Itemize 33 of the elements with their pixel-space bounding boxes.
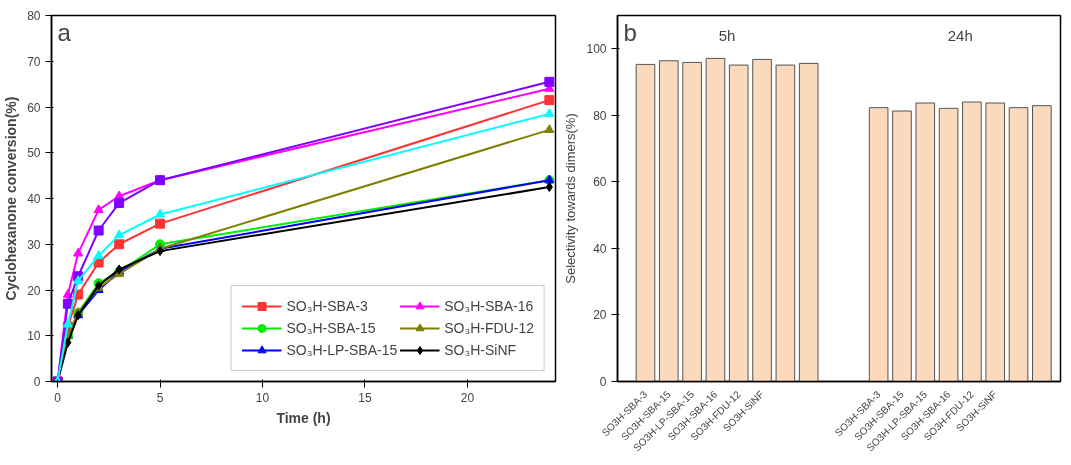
legend-label: SO₃H-SBA-16 (444, 298, 534, 314)
legend-label: SO₃H-LP-SBA-15 (286, 342, 398, 358)
x-axis-title: Time (h) (276, 409, 331, 426)
x-tick-label: 0 (54, 390, 62, 405)
y-tick-label: 40 (27, 192, 41, 206)
legend-label: SO₃H-SBA-3 (286, 298, 368, 314)
x-tick-label: 15 (358, 390, 372, 405)
chart-title: a (57, 18, 72, 46)
y-tick-label: 20 (27, 283, 41, 298)
x-tick-label: 10 (255, 390, 270, 405)
y-tick-label: 50 (27, 146, 41, 161)
y-tick-label: 80 (593, 108, 607, 123)
y-tick-label: 60 (593, 175, 607, 190)
legend-label: SO₃H-SBA-15 (286, 320, 376, 336)
legend-label: SO₃H-SiNF (444, 342, 517, 358)
x-tick-label: 20 (460, 390, 475, 405)
y-tick-label: 0 (33, 375, 41, 389)
y-tick-label: 60 (27, 100, 41, 115)
y-tick-label: 30 (27, 237, 41, 252)
y-tick-label: 100 (586, 42, 607, 57)
y-axis-title: Cyclohexanone conversion(%) (3, 96, 20, 301)
annotation: 5h (718, 26, 736, 44)
legend-label: SO₃H-FDU-12 (444, 320, 534, 336)
y-tick-label: 0 (599, 375, 607, 389)
y-tick-label: 20 (593, 308, 607, 323)
x-tick-label: 5 (156, 390, 164, 405)
chart-title: b (623, 18, 637, 46)
y-tick-label: 40 (593, 241, 607, 256)
y-tick-label: 10 (27, 329, 41, 344)
y-tick-label: 70 (27, 54, 41, 69)
y-tick-label: 80 (27, 9, 41, 23)
y-axis-title: Selectivity towards dimers(%) (563, 113, 579, 284)
annotation: 24h (947, 26, 973, 44)
